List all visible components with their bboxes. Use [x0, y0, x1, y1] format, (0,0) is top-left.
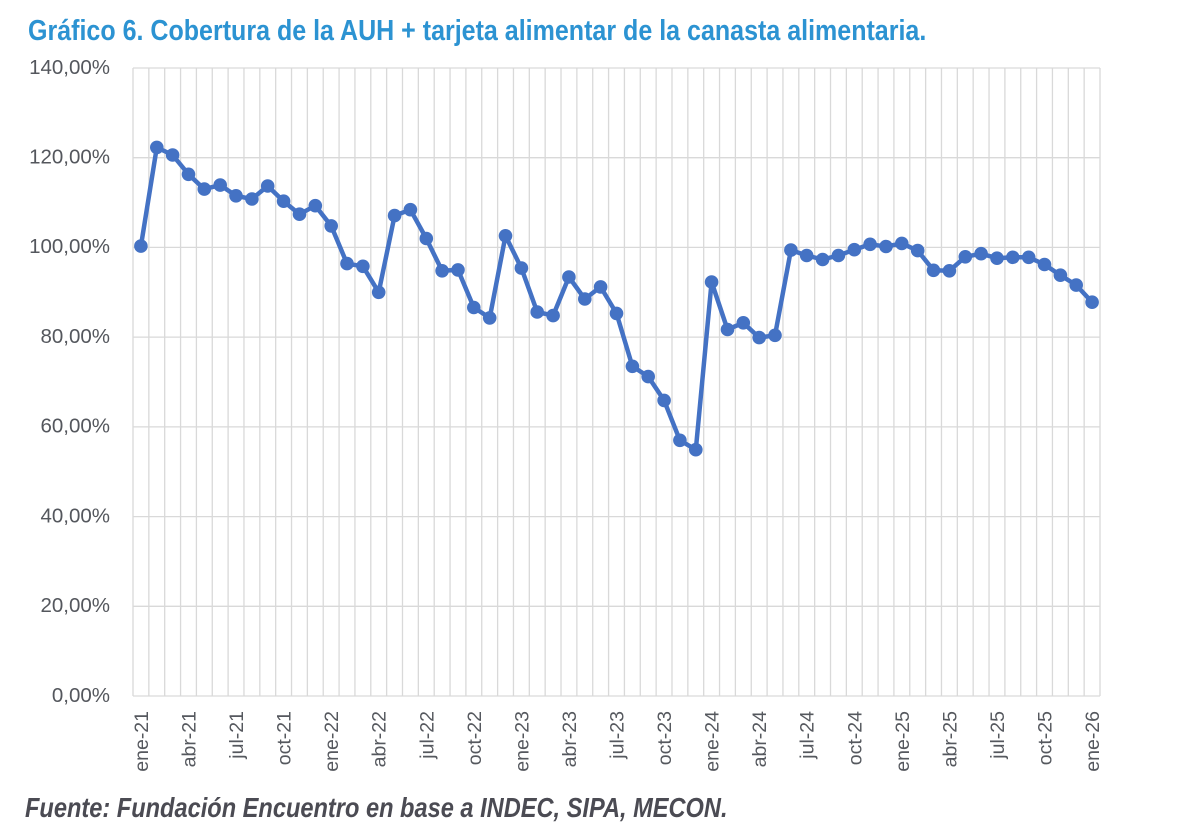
- svg-text:jul-22: jul-22: [416, 711, 438, 760]
- svg-text:oct-24: oct-24: [844, 711, 866, 765]
- svg-text:0,00%: 0,00%: [52, 684, 110, 707]
- svg-text:20,00%: 20,00%: [40, 594, 110, 617]
- svg-text:ene-22: ene-22: [321, 711, 343, 772]
- svg-text:abr-21: abr-21: [179, 711, 201, 767]
- svg-text:120,00%: 120,00%: [29, 146, 110, 169]
- svg-text:80,00%: 80,00%: [40, 325, 110, 348]
- svg-text:abr-24: abr-24: [749, 711, 771, 768]
- svg-text:jul-23: jul-23: [607, 711, 629, 760]
- svg-text:abr-25: abr-25: [939, 711, 961, 768]
- svg-text:jul-25: jul-25: [987, 711, 1009, 760]
- svg-text:100,00%: 100,00%: [29, 235, 110, 258]
- svg-text:jul-21: jul-21: [226, 711, 248, 760]
- svg-text:jul-24: jul-24: [797, 711, 819, 760]
- svg-text:ene-26: ene-26: [1082, 711, 1104, 772]
- svg-text:60,00%: 60,00%: [40, 415, 110, 438]
- svg-text:ene-25: ene-25: [892, 711, 914, 772]
- svg-text:40,00%: 40,00%: [40, 504, 110, 527]
- svg-text:oct-23: oct-23: [654, 711, 676, 765]
- svg-text:140,00%: 140,00%: [29, 56, 110, 79]
- svg-text:ene-23: ene-23: [511, 711, 533, 772]
- svg-text:abr-22: abr-22: [369, 711, 391, 767]
- svg-text:oct-21: oct-21: [274, 711, 296, 765]
- svg-text:oct-25: oct-25: [1035, 711, 1057, 765]
- svg-text:abr-23: abr-23: [559, 711, 581, 767]
- svg-text:ene-24: ene-24: [702, 711, 724, 772]
- svg-text:oct-22: oct-22: [464, 711, 486, 765]
- svg-text:ene-21: ene-21: [131, 711, 153, 772]
